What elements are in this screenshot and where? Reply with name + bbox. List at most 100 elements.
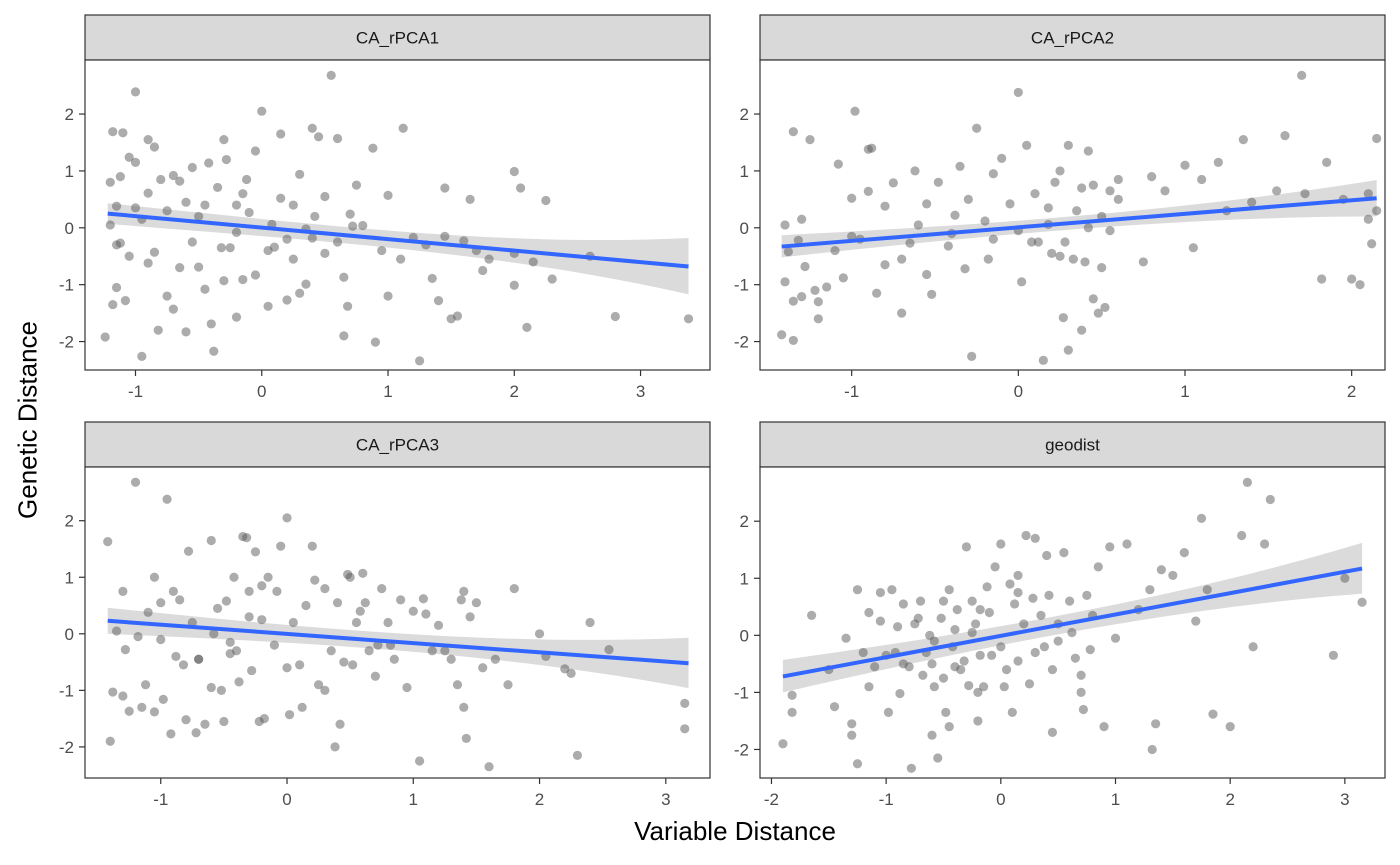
data-point xyxy=(983,254,993,264)
data-point xyxy=(1188,243,1198,253)
data-point xyxy=(683,314,694,324)
data-point xyxy=(149,707,160,717)
data-point xyxy=(797,214,807,224)
data-point xyxy=(377,583,387,594)
data-point xyxy=(219,135,229,145)
data-point xyxy=(503,680,513,690)
data-point xyxy=(250,270,261,280)
data-point xyxy=(383,617,393,628)
data-point xyxy=(1085,645,1095,655)
data-point xyxy=(194,262,204,272)
data-point xyxy=(229,572,239,582)
data-point xyxy=(200,200,210,210)
data-point xyxy=(1363,189,1373,199)
data-point xyxy=(209,629,219,639)
x-tick-label: -1 xyxy=(844,382,859,401)
x-tick-label: 2 xyxy=(510,382,519,401)
panel-border xyxy=(759,466,1386,779)
data-point xyxy=(133,632,143,642)
data-point xyxy=(1047,248,1057,258)
data-point xyxy=(263,301,273,311)
data-point xyxy=(680,724,690,734)
data-point xyxy=(1058,313,1068,323)
data-point xyxy=(1055,251,1065,261)
data-point xyxy=(440,231,450,241)
data-point xyxy=(181,715,191,725)
data-point xyxy=(433,620,444,630)
data-point xyxy=(368,143,378,153)
data-point xyxy=(906,763,916,773)
data-point xyxy=(950,625,960,635)
data-point xyxy=(343,301,353,311)
data-point xyxy=(1013,87,1023,98)
data-point xyxy=(206,682,216,693)
x-tick-label: 1 xyxy=(383,382,392,401)
data-point xyxy=(461,733,471,744)
data-point xyxy=(999,682,1009,692)
data-point xyxy=(421,609,431,619)
data-point xyxy=(1093,562,1103,572)
data-point xyxy=(339,272,349,282)
data-point xyxy=(1372,206,1382,216)
data-point xyxy=(427,273,437,284)
facet-panel-CA_rPCA1: CA_rPCA1 -1 0 1 2 3 -2 -1 0 1 2 xyxy=(59,14,711,401)
x-tick-label: 3 xyxy=(661,790,670,809)
data-point xyxy=(216,685,226,695)
data-point xyxy=(927,659,937,669)
data-point xyxy=(1265,494,1275,505)
x-tick-label: 2 xyxy=(535,790,544,809)
data-point xyxy=(988,169,998,179)
data-point xyxy=(1076,670,1086,680)
data-point xyxy=(383,190,393,200)
data-point xyxy=(158,694,168,705)
data-point xyxy=(156,634,166,645)
y-tick-label: -2 xyxy=(59,333,74,352)
facet-strip-label: CA_rPCA1 xyxy=(356,29,439,48)
data-point xyxy=(1156,565,1166,575)
facet-strip-label: geodist xyxy=(1045,436,1100,455)
data-point xyxy=(1355,280,1365,290)
data-point xyxy=(996,642,1006,652)
data-point xyxy=(244,586,254,597)
data-point xyxy=(288,200,298,210)
data-point xyxy=(1372,133,1382,144)
data-point xyxy=(1072,206,1082,216)
data-point xyxy=(863,186,873,196)
data-point xyxy=(566,668,576,678)
data-point xyxy=(898,659,908,669)
data-point xyxy=(952,605,962,615)
data-point xyxy=(111,282,122,293)
data-point xyxy=(250,547,261,557)
data-point xyxy=(944,722,954,732)
data-point xyxy=(509,166,519,177)
data-point xyxy=(225,637,235,647)
data-point xyxy=(1088,294,1098,304)
data-point xyxy=(105,736,115,746)
x-tick-label: 1 xyxy=(1180,382,1189,401)
data-point xyxy=(788,296,798,306)
data-point xyxy=(933,753,943,763)
data-point xyxy=(326,70,336,80)
data-point xyxy=(1013,656,1023,666)
data-point xyxy=(108,687,118,697)
data-point xyxy=(108,299,118,310)
data-point xyxy=(1145,585,1155,595)
data-point xyxy=(183,546,194,556)
data-point xyxy=(1024,679,1035,689)
data-point xyxy=(175,263,185,273)
data-point xyxy=(807,610,817,620)
data-point xyxy=(1076,687,1086,698)
data-point xyxy=(257,615,267,625)
data-point xyxy=(1063,140,1073,150)
plot-marks xyxy=(103,477,690,772)
data-point xyxy=(276,129,286,139)
data-point xyxy=(156,598,166,608)
data-point xyxy=(1347,274,1357,284)
data-point xyxy=(187,617,197,628)
data-point xyxy=(1242,477,1252,488)
data-point xyxy=(1078,704,1088,715)
plot-marks xyxy=(777,70,1382,365)
data-point xyxy=(1013,587,1023,598)
data-point xyxy=(1113,174,1123,185)
data-point xyxy=(295,660,305,670)
